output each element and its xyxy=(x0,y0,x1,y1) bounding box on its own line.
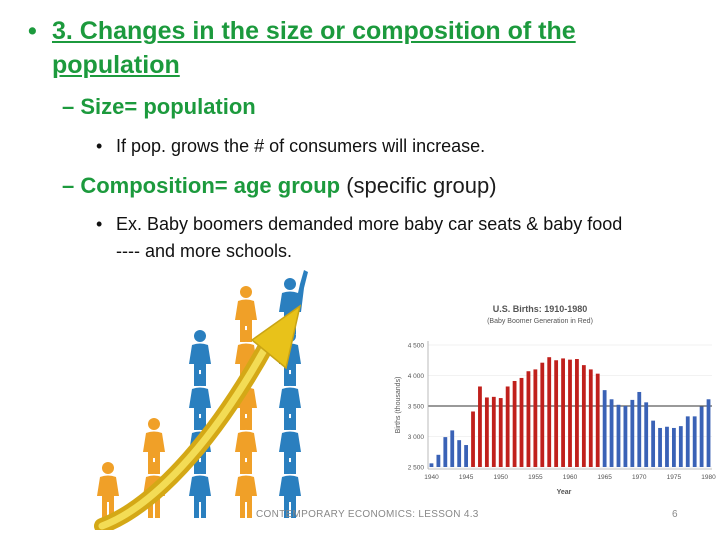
chart-bar xyxy=(457,440,462,467)
chart-ytick-label: 3 500 xyxy=(408,404,425,411)
chart-ytick-label: 4 000 xyxy=(408,373,425,380)
chart-bar-boom xyxy=(595,373,600,467)
composition-point-line1: Ex. Baby boomers demanded more baby car … xyxy=(116,214,623,234)
chart-xtick-label: 1960 xyxy=(563,474,578,481)
chart-bar xyxy=(671,427,676,467)
chart-bar xyxy=(623,406,628,467)
chart-bar-boom xyxy=(484,397,489,467)
size-heading: – Size= population xyxy=(62,94,256,119)
chart-bar-boom xyxy=(498,398,503,467)
slide-title-text: 3. Changes in the size or composition of… xyxy=(52,17,576,79)
chart-bar xyxy=(616,404,621,467)
chart-title: U.S. Births: 1910-1980 xyxy=(493,304,588,314)
chart-bar xyxy=(699,406,704,467)
chart-bar-boom xyxy=(526,371,531,467)
composition-point-line2: ---- and more schools. xyxy=(116,241,293,261)
chart-bar-boom xyxy=(554,360,559,467)
page-number: 6 xyxy=(672,509,678,520)
chart-bar-boom xyxy=(561,358,565,467)
chart-bar-boom xyxy=(575,359,579,467)
composition-label: – Composition= age group xyxy=(62,173,341,198)
chart-bar-boom xyxy=(478,386,482,467)
chart-xlabel: Year xyxy=(557,489,572,496)
chart-bar xyxy=(706,399,711,467)
chart-bar-boom xyxy=(491,396,496,467)
chart-bar xyxy=(630,399,635,467)
growth-arrow-highlight xyxy=(98,339,272,530)
chart-xtick-label: 1950 xyxy=(493,474,508,481)
us-births-chart: U.S. Births: 1910-1980 (Baby Boomer Gene… xyxy=(395,304,716,496)
chart-bar xyxy=(450,430,455,467)
composition-suffix: (specific group) xyxy=(346,173,497,198)
chart-bar-boom xyxy=(471,411,475,467)
chart-bar xyxy=(464,445,469,467)
chart-bar-boom xyxy=(540,362,545,467)
chart-bar xyxy=(678,426,683,467)
bullet: • xyxy=(96,136,103,156)
chart-bar xyxy=(665,426,669,467)
chart-xtick-label: 1975 xyxy=(667,474,682,481)
chart-bar xyxy=(609,399,614,467)
chart-subtitle: (Baby Boomer Generation in Red) xyxy=(487,318,593,325)
chart-bar-boom xyxy=(512,380,517,467)
chart-bar-boom xyxy=(568,359,572,467)
chart-ytick-label: 3 000 xyxy=(408,434,425,441)
chart-xtick-label: 1965 xyxy=(597,474,612,481)
chart-bar xyxy=(685,416,690,467)
chart-ylabel: Births (thousands) xyxy=(395,377,402,434)
chart-bar-boom xyxy=(519,377,524,467)
size-point-text: If pop. grows the # of consumers will in… xyxy=(116,136,486,156)
population-growth-graphic xyxy=(94,270,308,530)
person-icon xyxy=(97,462,119,518)
person-icon xyxy=(235,462,257,518)
chart-xtick-label: 1940 xyxy=(424,474,439,481)
chart-xtick-label: 1955 xyxy=(528,474,543,481)
chart-bar xyxy=(658,427,662,467)
chart-xtick-label: 1945 xyxy=(459,474,474,481)
chart-bar-boom xyxy=(547,357,552,467)
chart-bar xyxy=(429,463,434,467)
chart-ytick-label: 4 500 xyxy=(408,343,425,350)
bullet: • xyxy=(96,214,103,234)
chart-bar-boom xyxy=(533,369,538,467)
chart-bar xyxy=(443,437,448,467)
chart-bar-boom xyxy=(505,386,510,467)
chart-bar xyxy=(637,391,642,467)
growth-arrow-head xyxy=(250,304,302,370)
slide-footer: CONTEMPORARY ECONOMICS: LESSON 4.3 xyxy=(256,509,479,520)
chart-xtick-label: 1970 xyxy=(632,474,647,481)
chart-bar-boom xyxy=(581,365,586,467)
composition-heading: – Composition= age group (specific group… xyxy=(62,173,497,199)
chart-bar xyxy=(602,390,607,467)
person-icon xyxy=(189,462,211,518)
chart-xtick-label: 1980 xyxy=(701,474,716,481)
chart-bar xyxy=(651,420,656,467)
size-point: • If pop. grows the # of consumers will … xyxy=(96,136,485,157)
chart-bar xyxy=(436,454,441,467)
chart-bar xyxy=(692,416,697,467)
chart-bar-boom xyxy=(588,369,593,467)
slide-title: • 3. Changes in the size or composition … xyxy=(28,14,688,82)
composition-point: • Ex. Baby boomers demanded more baby ca… xyxy=(96,211,622,265)
bullet: • xyxy=(28,17,37,45)
chart-bar xyxy=(644,402,649,467)
chart-ytick-label: 2 500 xyxy=(408,465,425,472)
